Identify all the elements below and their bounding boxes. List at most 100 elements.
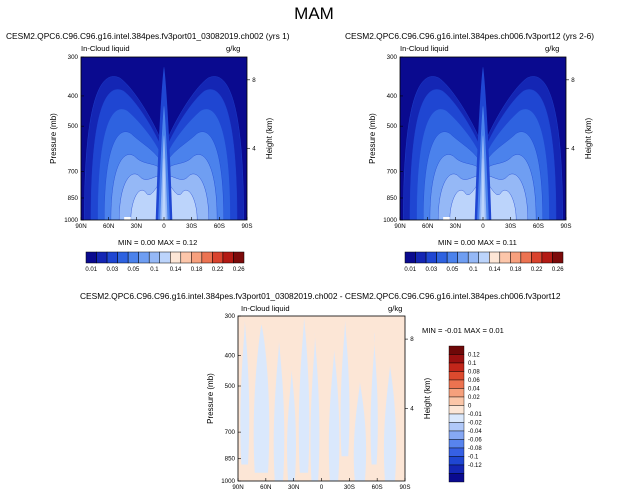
diff-colorbar-swatch xyxy=(448,388,465,398)
diff-colorbar-swatch xyxy=(448,464,465,474)
missing-strip xyxy=(443,217,450,220)
panel3-title: CESM2.QPC6.C96.C96.g16.intel.384pes.fv3p… xyxy=(80,291,561,301)
diff-band-5 xyxy=(298,316,310,473)
colorbar1-label: 0.05 xyxy=(128,267,140,273)
panel3-ylabel: Pressure (mb) xyxy=(206,373,215,424)
colorbar1-swatch xyxy=(180,251,192,264)
panel1-units-label: g/kg xyxy=(226,44,241,53)
missing-strip xyxy=(124,217,131,220)
panel2-xtick-label: 0 xyxy=(481,223,485,230)
colorbar1-swatch xyxy=(148,251,160,264)
colorbar1-label: 0.18 xyxy=(191,267,203,273)
panel1-xtick-label: 60S xyxy=(214,223,225,230)
diff-colorbar-label: -0.04 xyxy=(468,429,482,435)
diff-colorbar-label: 0 xyxy=(468,404,472,410)
colorbar1-label: 0.03 xyxy=(106,267,118,273)
panel1-ptick-label: 700 xyxy=(68,169,79,176)
colorbar1-label: 0.26 xyxy=(233,267,245,273)
panel2-ptick-label: 500 xyxy=(387,123,398,130)
panel3-htick-label: 4 xyxy=(410,405,414,412)
colorbar2-swatch xyxy=(531,251,543,264)
panel2-ylabel-right: Height (km) xyxy=(584,117,593,159)
colorbar2-swatch xyxy=(415,251,427,264)
colorbar2-swatch xyxy=(541,251,553,264)
panel1-htick-label: 4 xyxy=(252,145,256,152)
colorbar2-swatch xyxy=(510,251,522,264)
panel1-ptick-label: 850 xyxy=(68,195,79,202)
diff-colorbar-label: -0.12 xyxy=(468,463,482,469)
colorbar2-label: 0.05 xyxy=(447,267,459,273)
panel1-field-label: In-Cloud liquid xyxy=(81,44,130,53)
colorbar1-swatch xyxy=(233,251,245,264)
diff-band-1 xyxy=(240,316,250,465)
panel3-field-label: In-Cloud liquid xyxy=(241,304,290,313)
panel1-plot xyxy=(80,56,248,221)
season-title: MAM xyxy=(294,4,334,23)
panel3-xtick-label: 90S xyxy=(399,484,410,491)
panel2-ptick-label: 850 xyxy=(387,195,398,202)
colorbar1-swatch xyxy=(201,251,213,264)
panel1-ylabel-right: Height (km) xyxy=(265,117,274,159)
colorbar2-label: 0.18 xyxy=(510,267,522,273)
diff-colorbar-swatch xyxy=(448,447,465,457)
panel1-htick-label: 8 xyxy=(252,77,256,84)
panel3-xtick-label: 60S xyxy=(372,484,383,491)
colorbar2-swatch xyxy=(425,251,437,264)
diff-band-11 xyxy=(383,365,397,481)
colorbar1-swatch xyxy=(96,251,108,264)
diff-colorbar-label: 0.12 xyxy=(468,353,480,359)
colorbar2-swatch xyxy=(457,251,469,264)
colorbar2-swatch xyxy=(467,251,479,264)
panel3-plot xyxy=(237,315,406,482)
panel2-plot xyxy=(399,56,567,221)
panel3-stats: MIN = -0.01 MAX = 0.01 xyxy=(422,326,504,335)
panel3-xtick-label: 90N xyxy=(232,484,243,491)
panel2-title: CESM2.QPC6.C96.C96.g16.intel.384pes.ch00… xyxy=(345,31,595,41)
colorbar1-swatch xyxy=(222,251,234,264)
colorbar2-label: 0.03 xyxy=(425,267,437,273)
diff-colorbar-swatch xyxy=(448,396,465,406)
panel3-xtick-label: 0 xyxy=(320,484,324,491)
diff-colorbar-swatch xyxy=(448,345,465,355)
diff-colorbar-swatch xyxy=(448,354,465,364)
panel1-ptick-label: 300 xyxy=(68,54,79,61)
colorbar1-label: 0.1 xyxy=(150,267,159,273)
colorbar1-swatch xyxy=(117,251,129,264)
diff-colorbar-label: 0.1 xyxy=(468,361,477,367)
panel2-xtick-label: 60S xyxy=(533,223,544,230)
diff-colorbar-label: -0.06 xyxy=(468,438,482,444)
colorbar1-swatch xyxy=(127,251,139,264)
colorbar1-swatch xyxy=(170,251,182,264)
diff-colorbar-swatch xyxy=(448,430,465,440)
diff-colorbar-swatch xyxy=(448,413,465,423)
diff-colorbar-label: -0.02 xyxy=(468,421,482,427)
diff-colorbar-label: -0.08 xyxy=(468,446,482,452)
panel2-xtick-label: 30S xyxy=(505,223,516,230)
diff-colorbar-label: 0.04 xyxy=(468,387,480,393)
diff-band-6 xyxy=(310,332,320,481)
panel2-xtick-label: 60N xyxy=(422,223,433,230)
colorbar1-label: 0.22 xyxy=(212,267,224,273)
panel1-ptick-label: 1000 xyxy=(64,217,78,224)
panel3-xtick-label: 30S xyxy=(344,484,355,491)
colorbar2-swatch xyxy=(552,251,564,264)
panel3-ptick-label: 850 xyxy=(225,456,236,463)
colorbar2-swatch xyxy=(499,251,511,264)
panel3-ptick-label: 400 xyxy=(225,352,236,359)
colorbar2-label: 0.1 xyxy=(469,267,478,273)
panel3-ptick-label: 700 xyxy=(225,429,236,436)
colorbar1-swatch xyxy=(159,251,171,264)
panel2-ylabel: Pressure (mb) xyxy=(368,113,377,164)
colorbar2-swatch xyxy=(478,251,490,264)
panel1-xtick-label: 30N xyxy=(131,223,142,230)
panel1-xtick-label: 90N xyxy=(75,223,86,230)
colorbar2-label: 0.22 xyxy=(531,267,543,273)
panel3-xtick-label: 30N xyxy=(288,484,299,491)
panel2-ptick-label: 1000 xyxy=(383,217,397,224)
diff-colorbar-swatch xyxy=(448,439,465,449)
colorbar2-swatch xyxy=(520,251,532,264)
panel2-ptick-label: 700 xyxy=(387,169,398,176)
panel2-field-label: In-Cloud liquid xyxy=(400,44,449,53)
panel1-title: CESM2.QPC6.C96.C96.g16.intel.384pes.fv3p… xyxy=(6,31,290,41)
